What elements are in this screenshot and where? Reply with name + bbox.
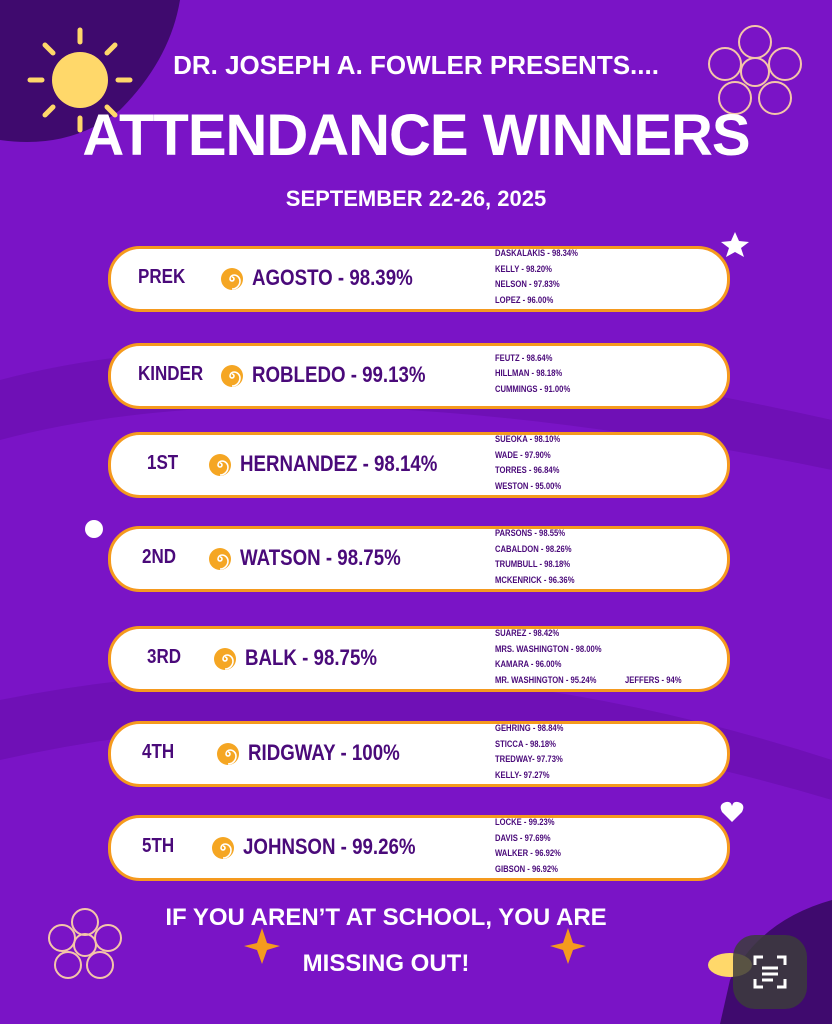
winner: HERNANDEZ - 98.14% xyxy=(240,451,438,476)
winner: RIDGWAY - 100% xyxy=(248,740,400,765)
runner-up: KAMARA - 96.00% xyxy=(495,659,562,669)
grade: 2ND xyxy=(142,546,177,568)
runner-up: CABALDON - 98.26% xyxy=(495,543,572,554)
winner: ROBLEDO - 99.13% xyxy=(252,362,426,387)
runner-up: FEUTZ - 98.64% xyxy=(495,352,553,363)
spiral-icon xyxy=(214,648,236,670)
grade: PREK xyxy=(138,266,186,288)
runner-up: NELSON - 97.83% xyxy=(495,279,560,289)
runner-up: WALKER - 96.92% xyxy=(495,848,561,858)
runner-up: DAVIS - 97.69% xyxy=(495,832,551,843)
runner-up: LOCKE - 99.23% xyxy=(495,817,555,827)
runner-up: MR. WASHINGTON - 95.24% xyxy=(495,674,597,685)
runner-up: PARSONS - 98.55% xyxy=(495,528,566,538)
date: SEPTEMBER 22-26, 2025 xyxy=(285,186,547,211)
runner-up: GEHRING - 98.84% xyxy=(495,723,564,733)
presenter: DR. JOSEPH A. FOWLER PRESENTS.... xyxy=(173,50,659,80)
spiral-icon xyxy=(209,548,231,570)
spiral-icon xyxy=(221,365,243,387)
winner: BALK - 98.75% xyxy=(245,645,377,670)
footer-line: MISSING OUT! xyxy=(302,950,470,977)
winner: AGOSTO - 98.39% xyxy=(252,265,413,290)
grade: 3RD xyxy=(147,646,182,668)
grade: KINDER xyxy=(138,363,204,385)
runner-up: SUAREZ - 98.42% xyxy=(495,628,560,638)
lens-icon xyxy=(753,955,787,989)
grade: 1ST xyxy=(147,452,179,474)
spiral-icon xyxy=(221,268,243,290)
grade: 4TH xyxy=(142,741,175,763)
runner-up: LOPEZ - 96.00% xyxy=(495,294,554,305)
title: ATTENDANCE WINNERS xyxy=(82,103,750,168)
runner-up: KELLY- 97.27% xyxy=(495,769,550,780)
grade: 5TH xyxy=(142,835,175,857)
row-pill xyxy=(108,246,730,312)
row-pill xyxy=(108,815,730,881)
footer-line: IF YOU AREN’T AT SCHOOL, YOU ARE xyxy=(165,904,607,931)
runner-up: STICCA - 98.18% xyxy=(495,738,556,749)
runner-up: JEFFERS - 94% xyxy=(625,674,682,685)
row-pill xyxy=(108,626,730,692)
spiral-icon xyxy=(209,454,231,476)
runner-up: CUMMINGS - 91.00% xyxy=(495,383,571,394)
runner-up: HILLMAN - 98.18% xyxy=(495,368,563,379)
runner-up: TREDWAY- 97.73% xyxy=(495,754,563,764)
runner-up: SUEOKA - 98.10% xyxy=(495,434,561,444)
runner-up: MRS. WASHINGTON - 98.00% xyxy=(495,643,602,654)
winner: JOHNSON - 99.26% xyxy=(243,834,416,859)
runner-up: GIBSON - 96.92% xyxy=(495,863,558,874)
runner-up: WESTON - 95.00% xyxy=(495,480,562,491)
spiral-icon xyxy=(212,837,234,859)
spiral-icon xyxy=(217,743,239,765)
runner-up: KELLY - 98.20% xyxy=(495,263,552,274)
row-pill xyxy=(108,343,730,409)
lens-button[interactable] xyxy=(733,935,807,1009)
row-pill xyxy=(108,721,730,787)
winner: WATSON - 98.75% xyxy=(240,545,401,570)
runner-up: DASKALAKIS - 98.34% xyxy=(495,248,578,258)
runner-up: TORRES - 96.84% xyxy=(495,465,560,475)
runner-up: TRUMBULL - 98.18% xyxy=(495,559,571,569)
runner-up: MCKENRICK - 96.36% xyxy=(495,574,575,585)
runner-up: WADE - 97.90% xyxy=(495,449,551,460)
row-pill xyxy=(108,526,730,592)
